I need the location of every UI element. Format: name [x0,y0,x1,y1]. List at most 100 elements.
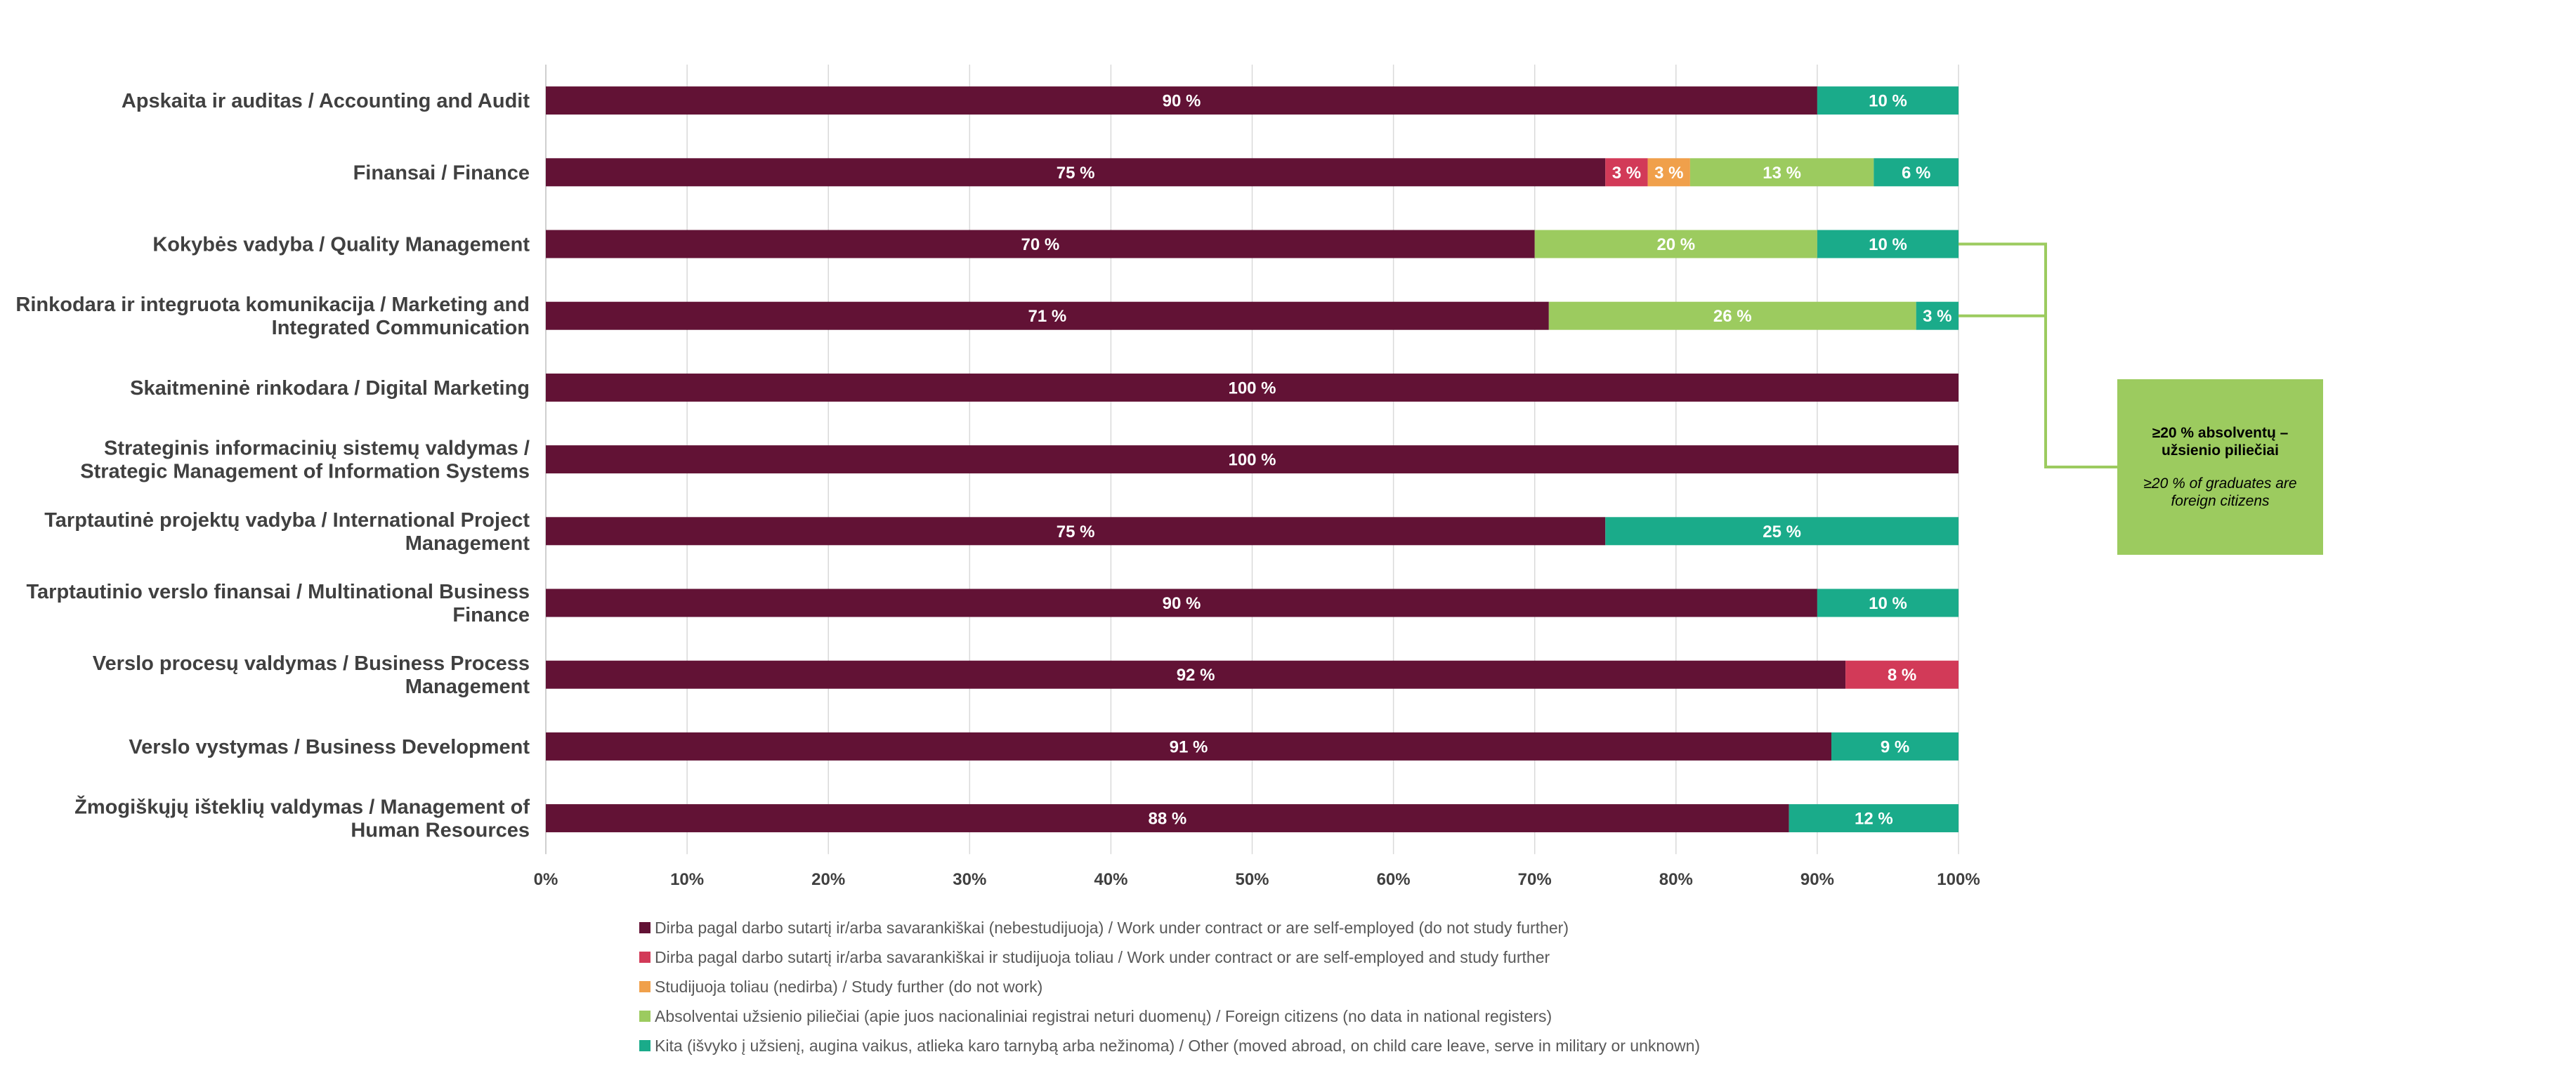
category-label: Skaitmeninė rinkodara / Digital Marketin… [130,377,530,400]
data-label: 90 % [1163,92,1201,111]
legend-swatch [639,981,650,992]
x-axis-tick-labels: 0% 10% 20% 30% 40% 50% 60% 70% 80% 90% 100% [534,870,1980,889]
data-label: 10 % [1869,92,1907,111]
legend-item: Dirba pagal darbo sutartį ir/arba savara… [639,913,1700,942]
data-label: 25 % [1763,522,1801,541]
data-label: 6 % [1902,164,1930,183]
x-tick-label: 70% [1518,870,1552,889]
bar-segment [1874,158,1959,187]
category-label: Verslo procesų valdymas / Business Proce… [93,652,530,698]
bar-segment [546,660,1846,689]
data-label: 26 % [1713,307,1752,326]
x-tick-label: 50% [1235,870,1269,889]
x-tick-label: 40% [1094,870,1127,889]
legend-swatch [639,1040,650,1051]
category-label-line: Verslo vystymas / Business Development [129,736,530,758]
legend-item: Studijuoja toliau (nedirba) / Study furt… [639,972,1700,1001]
x-tick-label: 80% [1659,870,1693,889]
category-label: Tarptautinė projektų vadyba / Internatio… [44,509,530,555]
bar-segment [1605,158,1648,187]
category-label: Rinkodara ir integruota komunikacija / M… [15,294,530,339]
category-label: Finansai / Finance [353,162,530,184]
data-label: 3 % [1923,307,1951,326]
bar-segment [1817,589,1959,617]
bar-segment [546,589,1817,617]
bar-segment [1831,732,1959,761]
legend-item: Dirba pagal darbo sutartį ir/arba savara… [639,942,1700,972]
legend: Dirba pagal darbo sutartį ir/arba savara… [639,913,1700,1060]
data-label: 75 % [1057,522,1095,541]
category-label-line: Finance [452,604,530,626]
category-label-line: Management [405,532,530,555]
data-label: 90 % [1163,594,1201,613]
data-label: 8 % [1888,666,1916,685]
bar-segment [546,301,1549,330]
legend-swatch [639,922,650,933]
legend-label: Dirba pagal darbo sutartį ir/arba savara… [655,947,1550,966]
callout-connectors [1959,242,2117,468]
bars: 90 % 10 % 75 % 3 % 3 % 13 % 6 % 70 % 20 % 10 % 71 … [546,86,1959,833]
x-tick-label: 30% [953,870,986,889]
bar-segment [546,158,1606,187]
legend-label: Dirba pagal darbo sutartį ir/arba savara… [655,918,1569,937]
x-tick-label: 0% [534,870,558,889]
data-label: 13 % [1763,164,1801,183]
bar-segment [1689,158,1874,187]
category-label-line: Integrated Communication [272,317,530,339]
bar-segment [1817,230,1959,258]
legend-label: Studijuoja toliau (nedirba) / Study furt… [655,977,1043,996]
data-label: 88 % [1148,810,1186,829]
bar-segment [1605,517,1959,546]
data-label: 71 % [1028,307,1067,326]
bar-segment [1916,301,1959,330]
category-label: Strateginis informacinių sistemų valdyma… [80,438,530,483]
category-label-line: Human Resources [351,820,530,842]
x-tick-label: 60% [1377,870,1411,889]
data-label: 91 % [1170,737,1208,756]
bar-segment [1845,660,1959,689]
x-tick-label: 90% [1800,870,1834,889]
data-label: 10 % [1869,594,1907,613]
category-label-line: Finansai / Finance [353,162,530,184]
data-label: 92 % [1177,666,1215,685]
category-label-line: Tarptautinė projektų vadyba / Internatio… [44,509,530,532]
legend-swatch [639,1011,650,1022]
category-label-line: Žmogiškųjų išteklių valdymas / Managemen… [74,795,530,819]
category-label: Kokybės vadyba / Quality Management [152,234,530,256]
category-label-line: Apskaita ir auditas / Accounting and Aud… [122,90,530,112]
data-label: 100 % [1228,379,1276,397]
data-label: 100 % [1228,451,1276,470]
legend-item: Kita (išvyko į užsienį, augina vaikus, a… [639,1031,1700,1060]
category-label-line: Tarptautinio verslo finansai / Multinati… [26,581,530,603]
bar-segment [546,445,1959,474]
data-label: 75 % [1057,164,1095,183]
category-label-line: Rinkodara ir integruota komunikacija / M… [15,294,530,316]
data-label: 70 % [1021,235,1059,254]
category-label-line: Strateginis informacinių sistemų valdyma… [104,438,530,460]
data-label: 3 % [1612,164,1641,183]
data-label: 3 % [1654,164,1683,183]
data-label: 9 % [1881,737,1909,756]
bar-segment [546,732,1832,761]
category-labels: Apskaita ir auditas / Accounting and Aud… [15,90,530,842]
bar-segment [1534,230,1817,258]
bar-segment [1647,158,1690,187]
bar-segment [1548,301,1916,330]
category-label-line: Skaitmeninė rinkodara / Digital Marketin… [130,377,530,400]
data-label: 20 % [1656,235,1695,254]
legend-label: Kita (išvyko į užsienį, augina vaikus, a… [655,1036,1701,1055]
callout-box: ≥20 % absolventų – užsienio piliečiai ≥2… [2117,379,2323,555]
data-label: 10 % [1869,235,1907,254]
category-label-line: Strategic Management of Information Syst… [80,461,530,483]
x-tick-label: 20% [811,870,845,889]
bar-segment [546,804,1789,833]
category-label: Apskaita ir auditas / Accounting and Aud… [122,90,530,112]
category-label: Žmogiškųjų išteklių valdymas / Managemen… [74,795,530,842]
bar-segment [546,373,1959,402]
bar-segment [546,86,1817,115]
bar-segment [546,230,1535,258]
category-label: Verslo vystymas / Business Development [129,736,530,758]
bar-segment [1789,804,1959,833]
bar-segment [546,517,1606,546]
